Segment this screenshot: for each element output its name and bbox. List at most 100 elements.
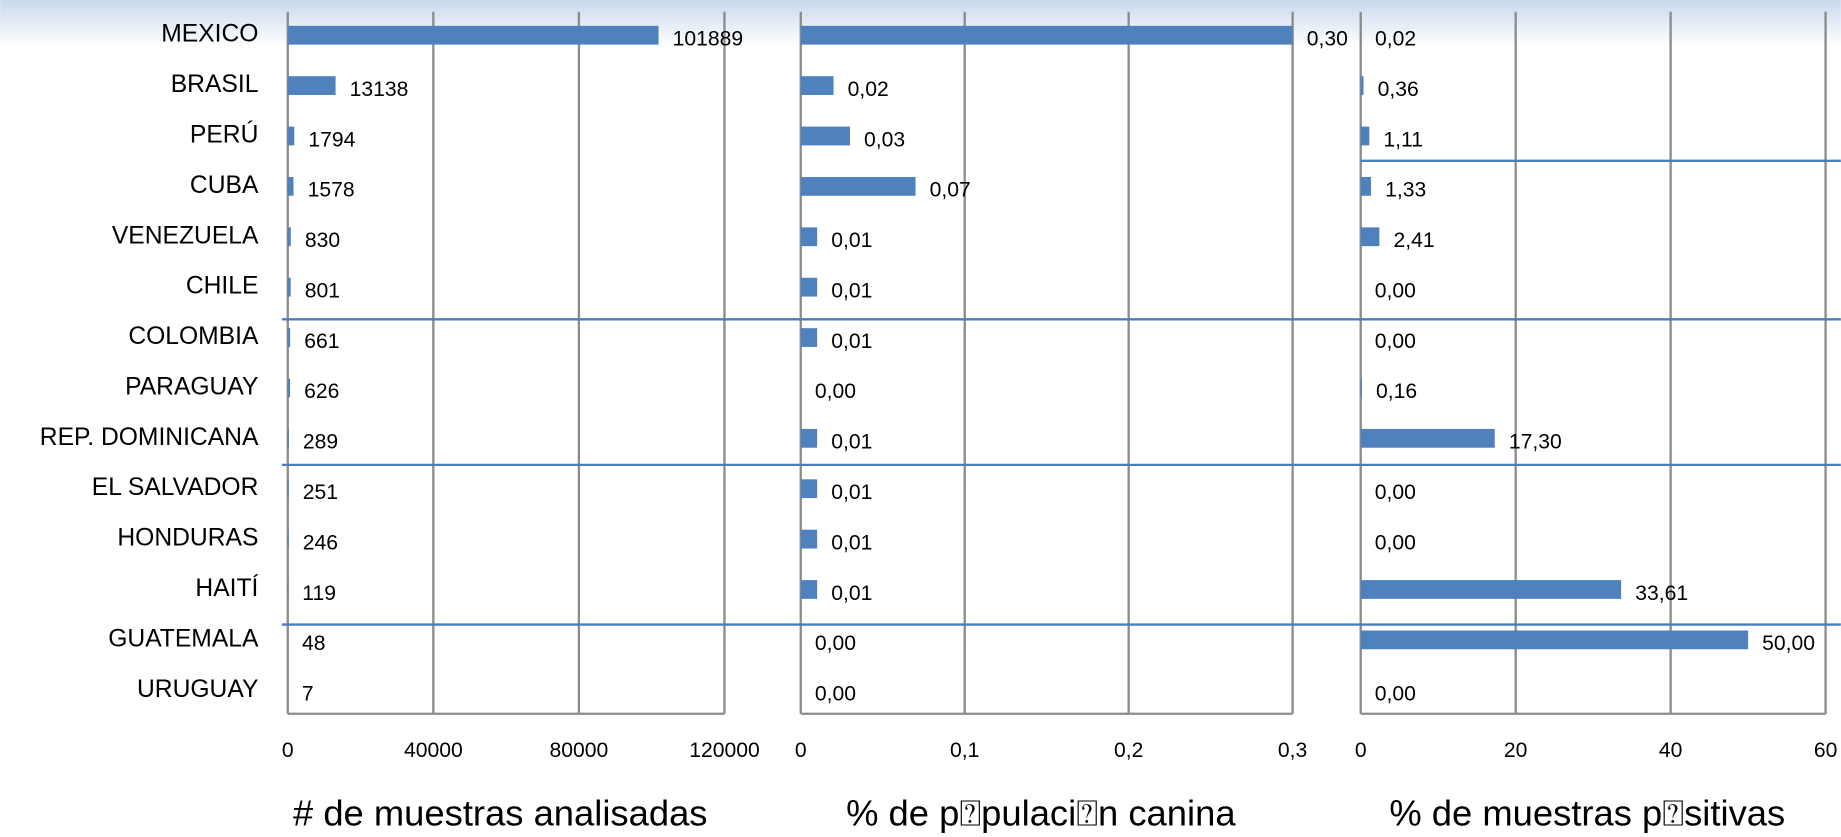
bar xyxy=(800,428,818,448)
value-label: 0,00 xyxy=(1375,279,1416,302)
x-tick-label: 40000 xyxy=(404,739,463,762)
value-label: 0,00 xyxy=(1375,683,1416,706)
value-label: 0,00 xyxy=(815,683,856,706)
bar xyxy=(800,328,818,347)
category-label: GUATEMALA xyxy=(108,625,259,652)
value-label: 661 xyxy=(304,330,339,353)
value-label: 0,36 xyxy=(1378,78,1419,101)
category-label: CHILE xyxy=(186,273,259,300)
bar xyxy=(1360,378,1362,398)
value-label: 0,01 xyxy=(831,330,872,353)
x-tick-label: 0,2 xyxy=(1114,739,1143,762)
category-label: HONDURAS xyxy=(117,525,258,552)
x-tick-label: 0 xyxy=(795,739,807,762)
value-label: 0,30 xyxy=(1307,27,1348,50)
x-tick-label: 0,1 xyxy=(950,739,979,762)
value-label: 0,07 xyxy=(930,179,971,202)
bar xyxy=(800,479,818,499)
value-label: 251 xyxy=(303,481,338,504)
bar xyxy=(1360,630,1749,650)
category-label: REP. DOMINICANA xyxy=(40,424,259,451)
value-label: 246 xyxy=(303,531,338,554)
axis-title: # de muestras analisadas xyxy=(293,792,708,833)
category-label: VENEZUELA xyxy=(112,222,259,249)
x-tick-label: 20 xyxy=(1504,739,1528,762)
value-label: 830 xyxy=(305,229,340,252)
value-label: 13138 xyxy=(350,78,409,101)
bar xyxy=(800,25,1293,45)
value-label: 101889 xyxy=(673,27,744,50)
bar xyxy=(1360,126,1370,146)
bar xyxy=(800,176,916,196)
bar xyxy=(287,76,336,95)
value-label: 2,41 xyxy=(1393,229,1434,252)
value-label: 0,01 xyxy=(831,431,872,454)
value-label: 0,01 xyxy=(831,481,872,504)
value-label: 0,01 xyxy=(831,229,872,252)
x-tick-label: 40 xyxy=(1659,739,1683,762)
x-tick-label: 0,3 xyxy=(1278,739,1307,762)
bar xyxy=(1360,76,1364,95)
axis-title: % de p⍰pulaci⍰n canina xyxy=(846,792,1236,833)
value-label: 0,01 xyxy=(831,582,872,605)
value-label: 0,02 xyxy=(848,78,889,101)
bar xyxy=(800,580,818,599)
bar xyxy=(800,227,818,247)
bar xyxy=(287,328,291,347)
value-label: 48 xyxy=(302,632,326,655)
value-label: 289 xyxy=(303,431,338,454)
category-label: CUBA xyxy=(190,172,259,199)
axis-title: % de muestras p⍰sitivas xyxy=(1389,792,1785,833)
category-label: COLOMBIA xyxy=(128,323,259,350)
value-label: 0,01 xyxy=(831,531,872,554)
value-label: 0,01 xyxy=(831,279,872,302)
bar xyxy=(800,126,850,146)
value-label: 801 xyxy=(305,279,340,302)
value-label: 17,30 xyxy=(1509,431,1562,454)
bar xyxy=(1360,580,1622,599)
bar xyxy=(287,378,291,398)
x-tick-label: 80000 xyxy=(550,739,609,762)
value-label: 1578 xyxy=(308,179,355,202)
value-label: 1,11 xyxy=(1383,128,1423,151)
bar xyxy=(1360,227,1380,247)
bar xyxy=(287,25,659,45)
bar xyxy=(287,176,294,196)
value-label: 7 xyxy=(302,683,314,706)
value-label: 0,00 xyxy=(1375,330,1416,353)
bar xyxy=(287,479,289,499)
bar xyxy=(800,277,818,297)
value-label: 0,16 xyxy=(1376,380,1417,403)
x-tick-label: 60 xyxy=(1814,739,1838,762)
bar xyxy=(287,428,289,448)
value-label: 50,00 xyxy=(1762,632,1815,655)
bar xyxy=(287,529,289,549)
value-label: 119 xyxy=(302,582,336,605)
category-label: PERÚ xyxy=(190,122,258,149)
bar xyxy=(287,227,291,247)
value-label: 0,03 xyxy=(864,128,905,151)
x-tick-label: 120000 xyxy=(689,739,760,762)
value-label: 626 xyxy=(304,380,339,403)
bar xyxy=(287,126,295,146)
plots: MEXICO BRASIL PERÚ CUBA VENEZUELA CHILE COLOMB… xyxy=(40,11,1838,833)
value-label: 33,61 xyxy=(1635,582,1688,605)
value-label: 0,00 xyxy=(815,632,856,655)
category-label: PARAGUAY xyxy=(125,373,258,400)
value-label: 1,33 xyxy=(1385,179,1426,202)
x-tick-label: 0 xyxy=(1355,739,1367,762)
category-label: BRASIL xyxy=(171,71,259,98)
category-label: HAITÍ xyxy=(195,575,258,602)
bar xyxy=(800,76,834,95)
value-label: 0,00 xyxy=(1375,481,1416,504)
category-label: URUGUAY xyxy=(137,676,258,703)
value-label: 0,00 xyxy=(1375,531,1416,554)
value-label: 1794 xyxy=(308,128,355,151)
bar xyxy=(800,529,818,549)
bar xyxy=(287,277,291,297)
bar xyxy=(1360,176,1372,196)
value-label: 0,00 xyxy=(815,380,856,403)
separators xyxy=(281,159,1841,626)
